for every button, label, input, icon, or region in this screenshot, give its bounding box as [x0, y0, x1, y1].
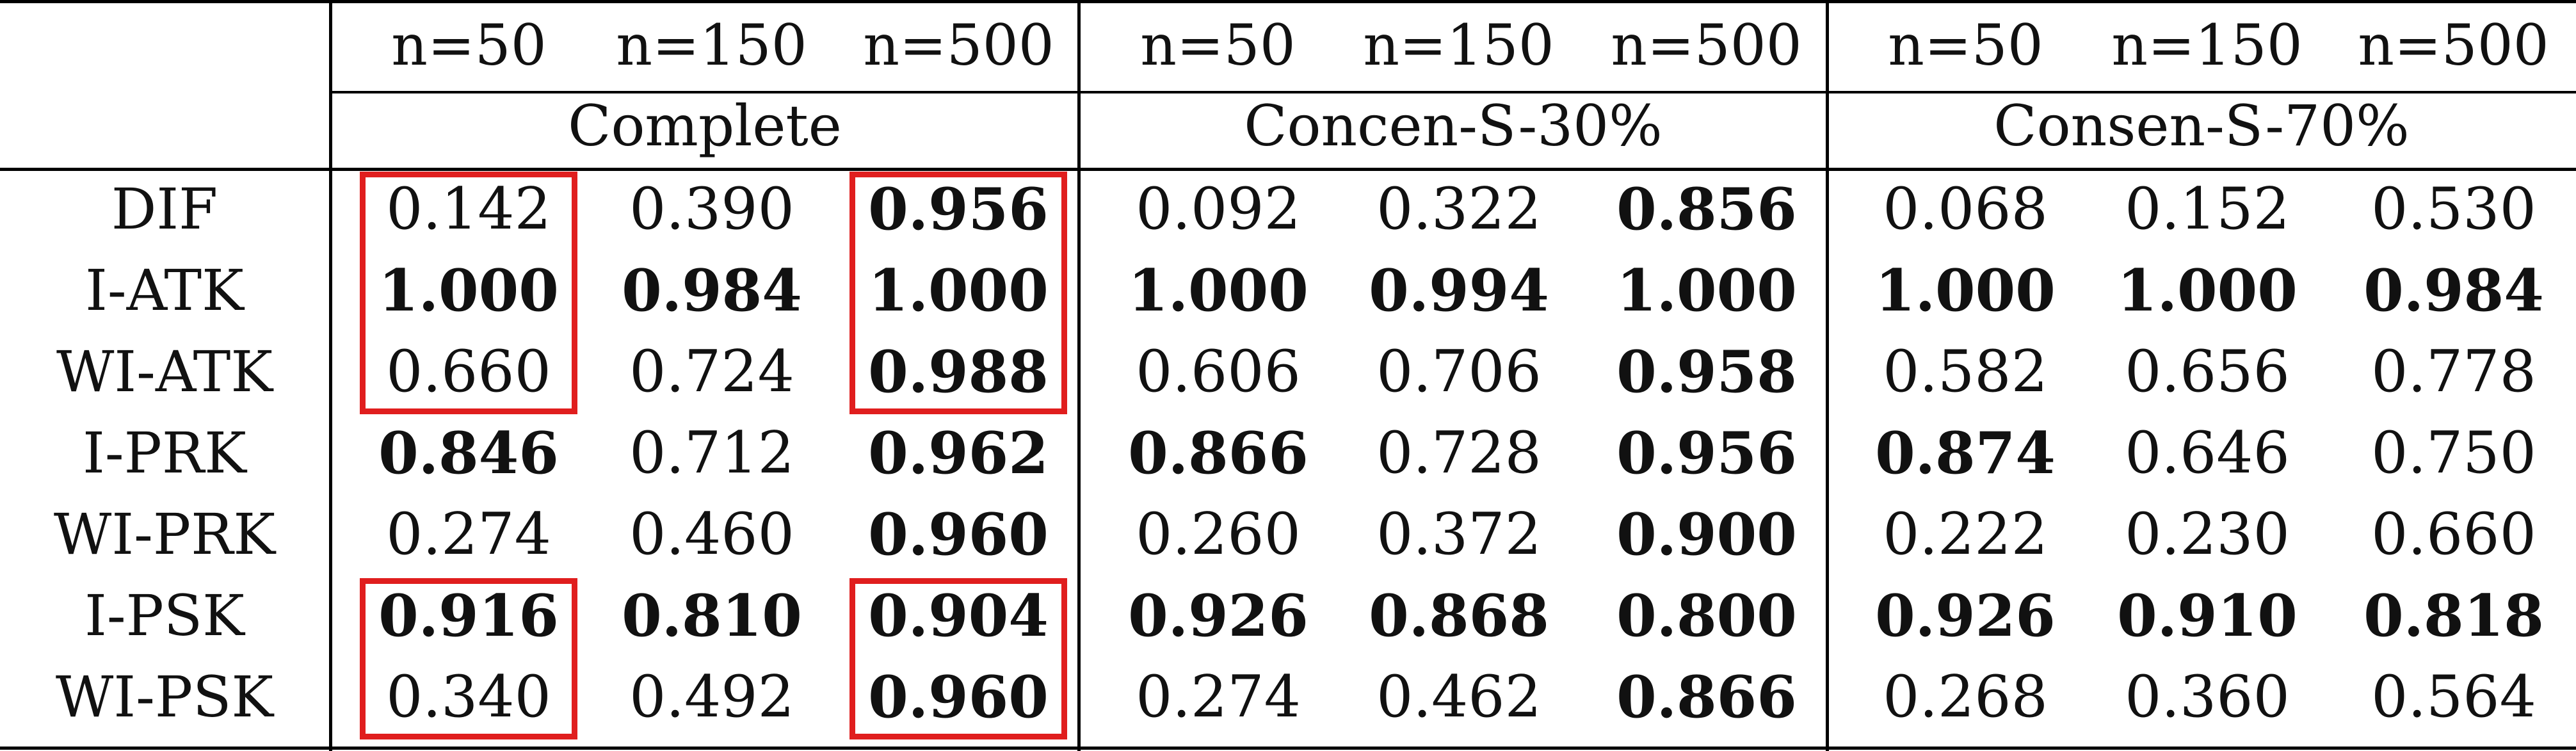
table-cell: 1.000	[2117, 257, 2298, 325]
column-header: n=500	[1611, 12, 1802, 78]
table-cell: 0.778	[2371, 338, 2536, 405]
group-header-complete: Complete	[568, 93, 842, 159]
table-cell: 0.268	[1883, 663, 2048, 731]
table-cell: 0.230	[2125, 501, 2290, 568]
table-cell: 0.926	[1875, 582, 2056, 650]
row-label: DIF	[111, 176, 218, 242]
table-cell: 0.960	[868, 663, 1049, 731]
table-cell: 0.460	[629, 501, 794, 568]
table-cell: 0.904	[868, 582, 1049, 650]
group-rule	[330, 91, 2576, 93]
top-rule	[0, 0, 2576, 3]
table-cell: 0.800	[1616, 582, 1797, 650]
table-cell: 0.984	[622, 257, 802, 325]
table-cell: 0.866	[1128, 419, 1308, 487]
table-cell: 0.750	[2371, 419, 2536, 487]
table-cell: 0.360	[2125, 663, 2290, 731]
table-cell: 0.712	[629, 419, 794, 487]
table-cell: 1.000	[868, 257, 1049, 325]
table-cell: 0.724	[629, 338, 794, 405]
table-cell: 0.068	[1883, 175, 2048, 243]
column-header: n=500	[2358, 12, 2549, 78]
column-header: n=50	[391, 12, 547, 78]
table-cell: 0.956	[1616, 419, 1797, 487]
group-header-concen-s-30: Concen-S-30%	[1244, 93, 1662, 159]
table-cell: 0.988	[868, 338, 1049, 406]
group-header-consen-s-70: Consen-S-70%	[1993, 93, 2410, 159]
table-cell: 0.818	[2363, 582, 2544, 650]
table-cell: 0.530	[2371, 175, 2536, 243]
separator-left	[329, 0, 332, 751]
table-cell: 0.222	[1883, 501, 2048, 568]
table-cell: 0.152	[2125, 175, 2290, 243]
table-cell: 0.958	[1616, 338, 1797, 406]
row-label: I-PSK	[85, 583, 245, 649]
table-cell: 0.962	[868, 419, 1049, 487]
table-cell: 0.900	[1616, 501, 1797, 569]
table-cell: 0.874	[1875, 419, 2056, 487]
table-cell: 0.660	[2371, 501, 2536, 568]
table-cell: 0.994	[1369, 257, 1549, 325]
table-cell: 0.390	[629, 175, 794, 243]
table-cell: 0.372	[1376, 501, 1542, 568]
column-header: n=150	[616, 12, 807, 78]
table-cell: 0.274	[386, 501, 551, 568]
table-cell: 0.322	[1376, 175, 1542, 243]
table-cell: 0.660	[386, 338, 551, 405]
highlight-box	[849, 578, 1067, 739]
table-cell: 0.492	[629, 663, 794, 731]
table-cell: 0.656	[2125, 338, 2290, 405]
table-cell: 0.260	[1136, 501, 1301, 568]
table-cell: 1.000	[378, 257, 559, 325]
separator-complete	[1077, 0, 1081, 751]
table-cell: 0.142	[386, 175, 551, 243]
table-cell: 0.956	[868, 175, 1049, 243]
highlight-box	[360, 578, 577, 739]
table-cell: 0.274	[1136, 663, 1301, 731]
column-header: n=50	[1140, 12, 1296, 78]
separator-concen	[1826, 0, 1829, 751]
row-label: I-ATK	[85, 257, 244, 323]
table-cell: 0.846	[378, 419, 559, 487]
highlight-box	[849, 172, 1067, 414]
column-header: n=150	[1363, 12, 1554, 78]
row-label: WI-ATK	[56, 339, 273, 405]
table-cell: 0.564	[2371, 663, 2536, 731]
table-cell: 0.582	[1883, 338, 2048, 405]
table-cell: 0.810	[622, 582, 802, 650]
table-cell: 0.092	[1136, 175, 1301, 243]
table-cell: 0.866	[1616, 663, 1797, 731]
header-bottom-rule	[0, 168, 2576, 171]
bottom-rule	[0, 747, 2576, 750]
table-cell: 1.000	[1616, 257, 1797, 325]
table-cell: 0.984	[2363, 257, 2544, 325]
table-cell: 0.340	[386, 663, 551, 731]
column-header: n=150	[2111, 12, 2303, 78]
highlight-box	[360, 172, 577, 414]
row-label: WI-PSK	[55, 664, 274, 730]
table-cell: 0.960	[868, 501, 1049, 569]
table-cell: 0.926	[1128, 582, 1308, 650]
table-cell: 0.728	[1376, 419, 1542, 487]
table-cell: 0.856	[1616, 175, 1797, 243]
table-cell: 1.000	[1128, 257, 1308, 325]
table-cell: 0.910	[2117, 582, 2298, 650]
table-cell: 1.000	[1875, 257, 2056, 325]
table-cell: 0.706	[1376, 338, 1542, 405]
row-label: I-PRK	[83, 420, 246, 486]
column-header: n=50	[1888, 12, 2043, 78]
table-cell: 0.462	[1376, 663, 1542, 731]
table-cell: 0.868	[1369, 582, 1549, 650]
table-cell: 0.916	[378, 582, 559, 650]
row-label: WI-PRK	[53, 501, 276, 567]
column-header: n=500	[863, 12, 1054, 78]
table-cell: 0.646	[2125, 419, 2290, 487]
table-cell: 0.606	[1136, 338, 1301, 405]
